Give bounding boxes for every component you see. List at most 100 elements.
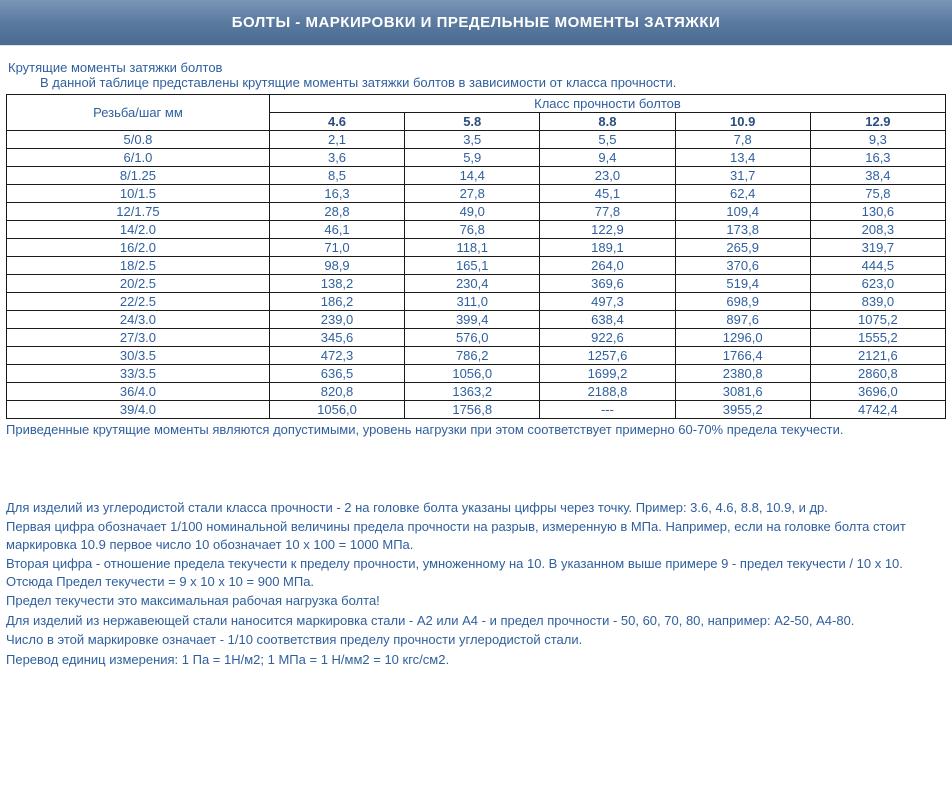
value-cell: 7,8 <box>675 131 810 149</box>
value-cell: 2121,6 <box>810 347 945 365</box>
value-cell: 698,9 <box>675 293 810 311</box>
row-label-cell: 22/2.5 <box>7 293 270 311</box>
intro-line-2: В данной таблице представлены крутящие м… <box>40 75 946 90</box>
row-label-cell: 30/3.5 <box>7 347 270 365</box>
value-cell: 264,0 <box>540 257 675 275</box>
table-row: 14/2.046,176,8122,9173,8208,3 <box>7 221 946 239</box>
value-cell: 497,3 <box>540 293 675 311</box>
table-row: 8/1.258,514,423,031,738,4 <box>7 167 946 185</box>
value-cell: 1296,0 <box>675 329 810 347</box>
value-cell: 922,6 <box>540 329 675 347</box>
value-cell: 173,8 <box>675 221 810 239</box>
torque-table: Резьба/шаг мм Класс прочности болтов 4.6… <box>6 94 946 419</box>
explain-6: Перевод единиц измерения: 1 Па = 1Н/м2; … <box>6 651 946 669</box>
row-label-cell: 5/0.8 <box>7 131 270 149</box>
row-label-cell: 12/1.75 <box>7 203 270 221</box>
value-cell: 122,9 <box>540 221 675 239</box>
page-banner: БОЛТЫ - МАРКИРОВКИ И ПРЕДЕЛЬНЫЕ МОМЕНТЫ … <box>0 0 952 46</box>
row-label-cell: 33/3.5 <box>7 365 270 383</box>
value-cell: --- <box>540 401 675 419</box>
value-cell: 9,3 <box>810 131 945 149</box>
value-cell: 5,5 <box>540 131 675 149</box>
value-cell: 75,8 <box>810 185 945 203</box>
value-cell: 399,4 <box>405 311 540 329</box>
value-cell: 9,4 <box>540 149 675 167</box>
value-cell: 130,6 <box>810 203 945 221</box>
value-cell: 28,8 <box>269 203 404 221</box>
table-row: 10/1.516,327,845,162,475,8 <box>7 185 946 203</box>
value-cell: 1756,8 <box>405 401 540 419</box>
value-cell: 1555,2 <box>810 329 945 347</box>
table-row: 12/1.7528,849,077,8109,4130,6 <box>7 203 946 221</box>
value-cell: 1363,2 <box>405 383 540 401</box>
value-cell: 23,0 <box>540 167 675 185</box>
table-row: 24/3.0239,0399,4638,4897,61075,2 <box>7 311 946 329</box>
value-cell: 638,4 <box>540 311 675 329</box>
value-cell: 45,1 <box>540 185 675 203</box>
value-cell: 5,9 <box>405 149 540 167</box>
value-cell: 109,4 <box>675 203 810 221</box>
row-label-cell: 20/2.5 <box>7 275 270 293</box>
value-cell: 1699,2 <box>540 365 675 383</box>
value-cell: 31,7 <box>675 167 810 185</box>
value-cell: 138,2 <box>269 275 404 293</box>
value-cell: 786,2 <box>405 347 540 365</box>
value-cell: 1075,2 <box>810 311 945 329</box>
value-cell: 2380,8 <box>675 365 810 383</box>
value-cell: 3081,6 <box>675 383 810 401</box>
table-row: 5/0.82,13,55,57,89,3 <box>7 131 946 149</box>
value-cell: 76,8 <box>405 221 540 239</box>
value-cell: 62,4 <box>675 185 810 203</box>
value-cell: 623,0 <box>810 275 945 293</box>
row-header-cell: Резьба/шаг мм <box>7 95 270 131</box>
row-label-cell: 6/1.0 <box>7 149 270 167</box>
table-row: 16/2.071,0118,1189,1265,9319,7 <box>7 239 946 257</box>
value-cell: 13,4 <box>675 149 810 167</box>
row-label-cell: 14/2.0 <box>7 221 270 239</box>
table-row: 6/1.03,65,99,413,416,3 <box>7 149 946 167</box>
row-label-cell: 10/1.5 <box>7 185 270 203</box>
value-cell: 1257,6 <box>540 347 675 365</box>
table-row: 36/4.0820,81363,22188,83081,63696,0 <box>7 383 946 401</box>
explain-0: Для изделий из углеродистой стали класса… <box>6 499 946 517</box>
value-cell: 239,0 <box>269 311 404 329</box>
value-cell: 16,3 <box>810 149 945 167</box>
value-cell: 1056,0 <box>269 401 404 419</box>
group-header-cell: Класс прочности болтов <box>269 95 945 113</box>
class-header: 4.6 <box>269 113 404 131</box>
value-cell: 49,0 <box>405 203 540 221</box>
value-cell: 3,5 <box>405 131 540 149</box>
value-cell: 2860,8 <box>810 365 945 383</box>
value-cell: 472,3 <box>269 347 404 365</box>
row-label-cell: 8/1.25 <box>7 167 270 185</box>
value-cell: 3696,0 <box>810 383 945 401</box>
content-area: Крутящие моменты затяжки болтов В данной… <box>0 46 952 688</box>
value-cell: 14,4 <box>405 167 540 185</box>
row-label-cell: 24/3.0 <box>7 311 270 329</box>
value-cell: 38,4 <box>810 167 945 185</box>
value-cell: 2188,8 <box>540 383 675 401</box>
value-cell: 1766,4 <box>675 347 810 365</box>
explain-3: Предел текучести это максимальная рабоча… <box>6 592 946 610</box>
value-cell: 4742,4 <box>810 401 945 419</box>
banner-title: БОЛТЫ - МАРКИРОВКИ И ПРЕДЕЛЬНЫЕ МОМЕНТЫ … <box>232 14 721 31</box>
row-label-cell: 36/4.0 <box>7 383 270 401</box>
value-cell: 186,2 <box>269 293 404 311</box>
value-cell: 519,4 <box>675 275 810 293</box>
class-header: 8.8 <box>540 113 675 131</box>
value-cell: 8,5 <box>269 167 404 185</box>
value-cell: 820,8 <box>269 383 404 401</box>
value-cell: 208,3 <box>810 221 945 239</box>
value-cell: 444,5 <box>810 257 945 275</box>
table-row: 20/2.5138,2230,4369,6519,4623,0 <box>7 275 946 293</box>
value-cell: 576,0 <box>405 329 540 347</box>
table-header-row-1: Резьба/шаг мм Класс прочности болтов <box>7 95 946 113</box>
value-cell: 370,6 <box>675 257 810 275</box>
table-row: 18/2.598,9165,1264,0370,6444,5 <box>7 257 946 275</box>
value-cell: 345,6 <box>269 329 404 347</box>
value-cell: 77,8 <box>540 203 675 221</box>
value-cell: 98,9 <box>269 257 404 275</box>
class-header: 5.8 <box>405 113 540 131</box>
value-cell: 165,1 <box>405 257 540 275</box>
table-row: 27/3.0345,6576,0922,61296,01555,2 <box>7 329 946 347</box>
